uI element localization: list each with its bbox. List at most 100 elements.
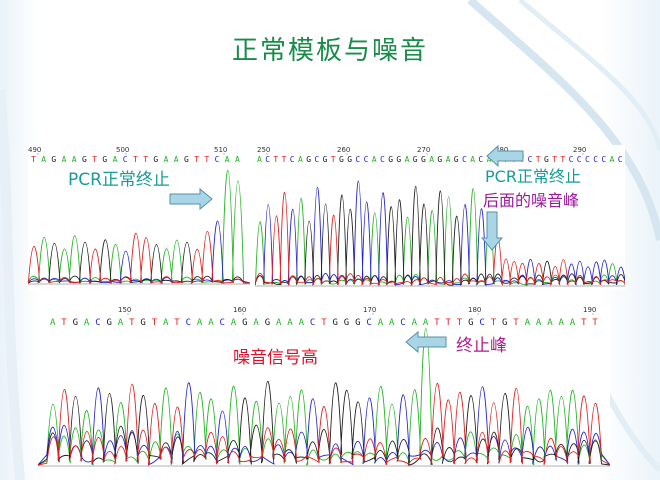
base-call-letter: A (287, 318, 293, 328)
base-call-letter: G (468, 318, 473, 328)
base-call-letter: C (478, 155, 483, 164)
base-call-letter: C (366, 318, 371, 328)
base-call-letter: A (253, 318, 259, 328)
base-call-letter: T (560, 155, 565, 164)
base-call-letter: A (487, 155, 492, 164)
base-call-letter: T (581, 318, 587, 328)
position-tick-label: 170 (363, 306, 376, 314)
base-call-letter: T (194, 155, 199, 164)
base-call-letter: C (400, 318, 405, 328)
base-call-letter: A (50, 318, 56, 328)
base-call-letter: C (310, 318, 315, 328)
base-call-letter: T (282, 155, 287, 164)
position-tick-label: 290 (573, 146, 586, 154)
base-call-letter: C (95, 318, 100, 328)
trace-t (255, 191, 625, 287)
base-call-letter: G (333, 318, 338, 328)
position-tick-label: 150 (118, 306, 131, 314)
base-call-letter: A (41, 155, 46, 164)
base-call-letter: T (273, 155, 278, 164)
base-call-letter: A (276, 318, 282, 328)
base-call-letter: C (364, 155, 369, 164)
base-call-letter: C (265, 155, 270, 164)
chromatogram-panel-2: 250 260 270 280 290 A C T T C A G C G T G G C C A C G G A G G A G A G… (255, 145, 625, 290)
base-call-letter: C (585, 155, 590, 164)
position-tick-label: 160 (233, 306, 246, 314)
arrow-right-icon (169, 187, 213, 211)
arrow-left-icon-2 (405, 330, 447, 354)
trace-g (28, 239, 250, 284)
base-call-letter: A (378, 318, 384, 328)
base-call-letter: G (306, 155, 311, 164)
pcr-stop-label: PCR正常终止 (68, 170, 170, 190)
base-call-letter: A (429, 155, 434, 164)
base-call-letter: A (197, 318, 203, 328)
chromatogram-panel-3: 150 160 170 180 190 A T G A C G A T G T A T C A A C A G A G A A A C T… (38, 305, 610, 470)
base-call-letter: A (72, 155, 77, 164)
trace-g (255, 186, 625, 287)
base-call-letter: G (242, 318, 247, 328)
base-call-letter: G (544, 155, 549, 164)
base-call-letter: T (513, 318, 519, 328)
base-call-letter: A (113, 155, 118, 164)
base-call-letter: T (152, 318, 158, 328)
base-call-letter: A (405, 155, 410, 164)
base-call-letter: A (446, 155, 451, 164)
base-call-letter: A (225, 155, 230, 164)
slide-title: 正常模板与噪音 (231, 36, 428, 66)
position-tick-label: 500 (116, 146, 129, 154)
base-call-letter: A (372, 155, 377, 164)
base-call-letter: A (412, 318, 418, 328)
arrow-down-icon (480, 211, 504, 251)
base-call-letter: T (446, 318, 452, 328)
base-call-letter: C (479, 318, 484, 328)
base-call-letter: T (536, 155, 541, 164)
base-call-letter: C (220, 318, 225, 328)
arrow-left-icon (486, 144, 524, 168)
position-tick-label: 180 (468, 306, 481, 314)
base-call-letter: G (388, 155, 393, 164)
base-call-letter: G (396, 155, 401, 164)
base-call-letter: A (163, 318, 169, 328)
position-tick-label: 260 (337, 146, 350, 154)
base-call-letter: A (470, 155, 475, 164)
base-call-letter: A (389, 318, 395, 328)
base-call-letter: G (51, 155, 56, 164)
base-call-letter: G (502, 318, 507, 328)
base-call-letter: T (592, 318, 598, 328)
base-call-letter: G (107, 318, 112, 328)
trace-g (38, 381, 610, 466)
base-call-letter: G (339, 155, 344, 164)
base-call-letter: A (164, 155, 169, 164)
base-call-letter: C (601, 155, 606, 164)
base-call-letter: C (290, 155, 295, 164)
base-call-letter: C (186, 318, 191, 328)
trace-t (28, 231, 250, 284)
base-call-letter: G (184, 155, 189, 164)
base-call-letter: C (314, 155, 319, 164)
base-call-letter: C (215, 155, 220, 164)
stop-peak-label: 终止峰 (456, 336, 507, 356)
base-call-letter: T (491, 318, 497, 328)
base-call-letter: A (235, 155, 240, 164)
base-call-letter: T (321, 318, 327, 328)
position-tick-label: 250 (257, 146, 270, 154)
base-call-letter: T (143, 155, 148, 164)
base-call-letter: A (570, 318, 576, 328)
noise-peak-label: 后面的噪音峰 (483, 187, 580, 211)
base-call-letter: G (421, 155, 426, 164)
base-call-letter: C (569, 155, 574, 164)
base-call-letter: G (347, 155, 352, 164)
base-call-letter: G (265, 318, 270, 328)
position-tick-label: 510 (214, 146, 227, 154)
base-call-letter: A (231, 318, 237, 328)
base-call-letter: T (457, 318, 463, 328)
base-call-letter: A (299, 318, 305, 328)
base-call-letter: A (559, 318, 565, 328)
base-call-letter: C (577, 155, 582, 164)
